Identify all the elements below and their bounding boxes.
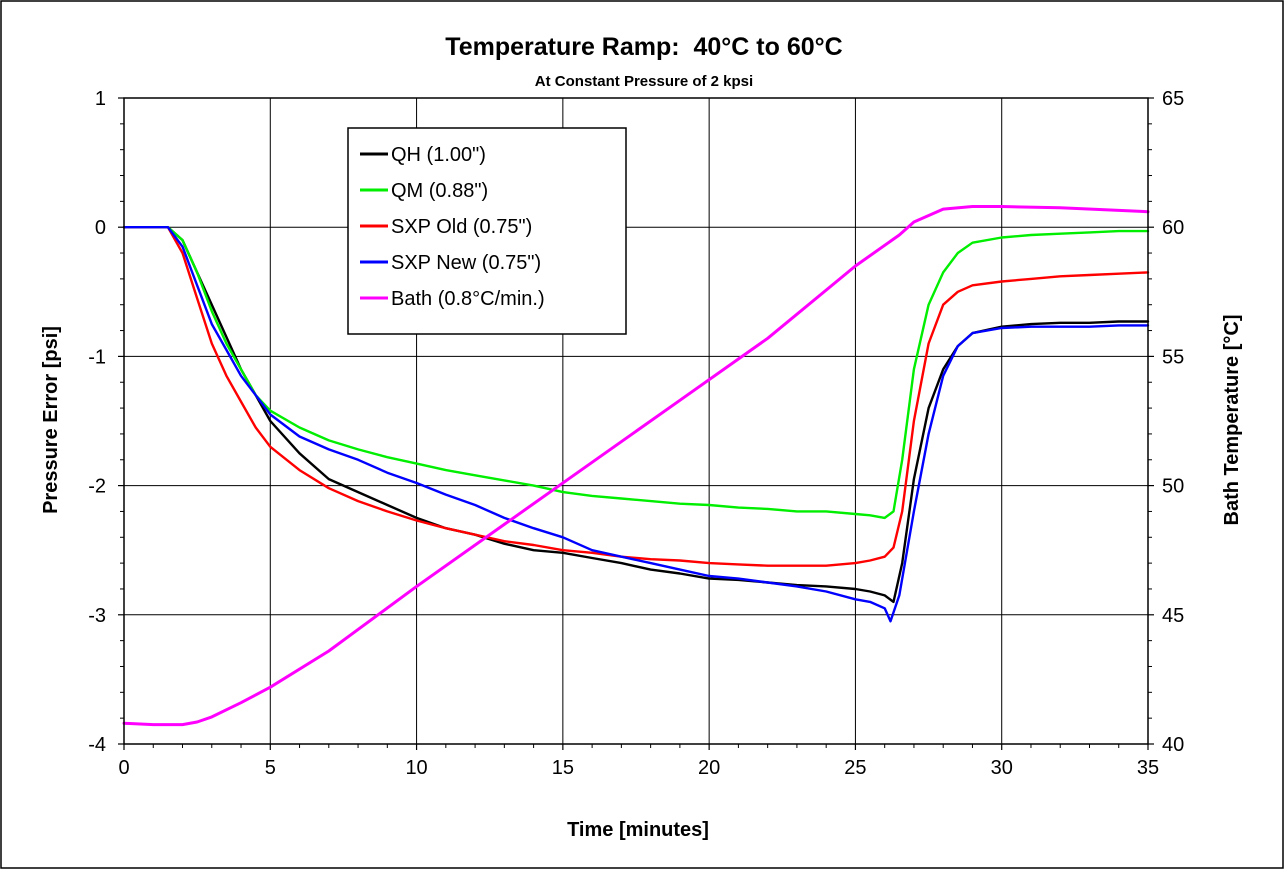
x-tick-label: 5: [265, 757, 276, 779]
y-tick-label: 0: [95, 217, 106, 239]
y-tick-label: -2: [88, 476, 106, 498]
y2-axis-label: Bath Temperature [°C]: [1221, 315, 1243, 526]
x-tick-label: 0: [118, 757, 129, 779]
y-axis-label: Pressure Error [psi]: [40, 326, 62, 514]
y2-tick-label: 60: [1162, 217, 1184, 239]
series-line-bath-0-8-c-min: [122, 205, 1150, 727]
y-tick-label: -3: [88, 605, 106, 627]
y-tick-label: 1: [95, 88, 106, 110]
y2-tick-label: 55: [1162, 346, 1184, 368]
y-tick-label: -4: [88, 734, 106, 756]
x-axis-label: Time [minutes]: [567, 819, 709, 841]
series-line-qm-0-88: [122, 225, 1150, 520]
series-line-sxp-new-0-75: [122, 225, 1150, 623]
y-tick-label: -1: [88, 346, 106, 368]
legend-label: QH (1.00"): [391, 144, 486, 166]
series-lines: [122, 205, 1150, 727]
plot-area-border: [123, 97, 1149, 745]
y2-tick-label: 65: [1162, 88, 1184, 110]
chart-subtitle: At Constant Pressure of 2 kpsi: [535, 73, 753, 90]
x-tick-label: 20: [698, 757, 720, 779]
legend-label: QM (0.88"): [391, 180, 488, 202]
y2-tick-label: 45: [1162, 605, 1184, 627]
legend-box: [347, 127, 627, 335]
chart-title: Temperature Ramp: 40°C to 60°C: [445, 33, 842, 61]
x-tick-label: 15: [552, 757, 574, 779]
legend-label: SXP Old (0.75"): [391, 216, 532, 238]
x-tick-label: 10: [405, 757, 427, 779]
legend-items: QH (1.00") QM (0.88") SXP Old (0.75") SXP N…: [360, 144, 545, 310]
x-tick-label: 35: [1137, 757, 1159, 779]
legend: QH (1.00") QM (0.88") SXP Old (0.75") SXP N…: [347, 127, 627, 335]
x-tick-label: 25: [844, 757, 866, 779]
x-tick-label: 30: [991, 757, 1013, 779]
series-line-sxp-old-0-75: [122, 225, 1150, 567]
y2-tick-label: 50: [1162, 476, 1184, 498]
legend-label: Bath (0.8°C/min.): [391, 288, 545, 310]
legend-label: SXP New (0.75"): [391, 252, 541, 274]
y2-tick-label: 40: [1162, 734, 1184, 756]
tick-marks: [118, 97, 1154, 750]
